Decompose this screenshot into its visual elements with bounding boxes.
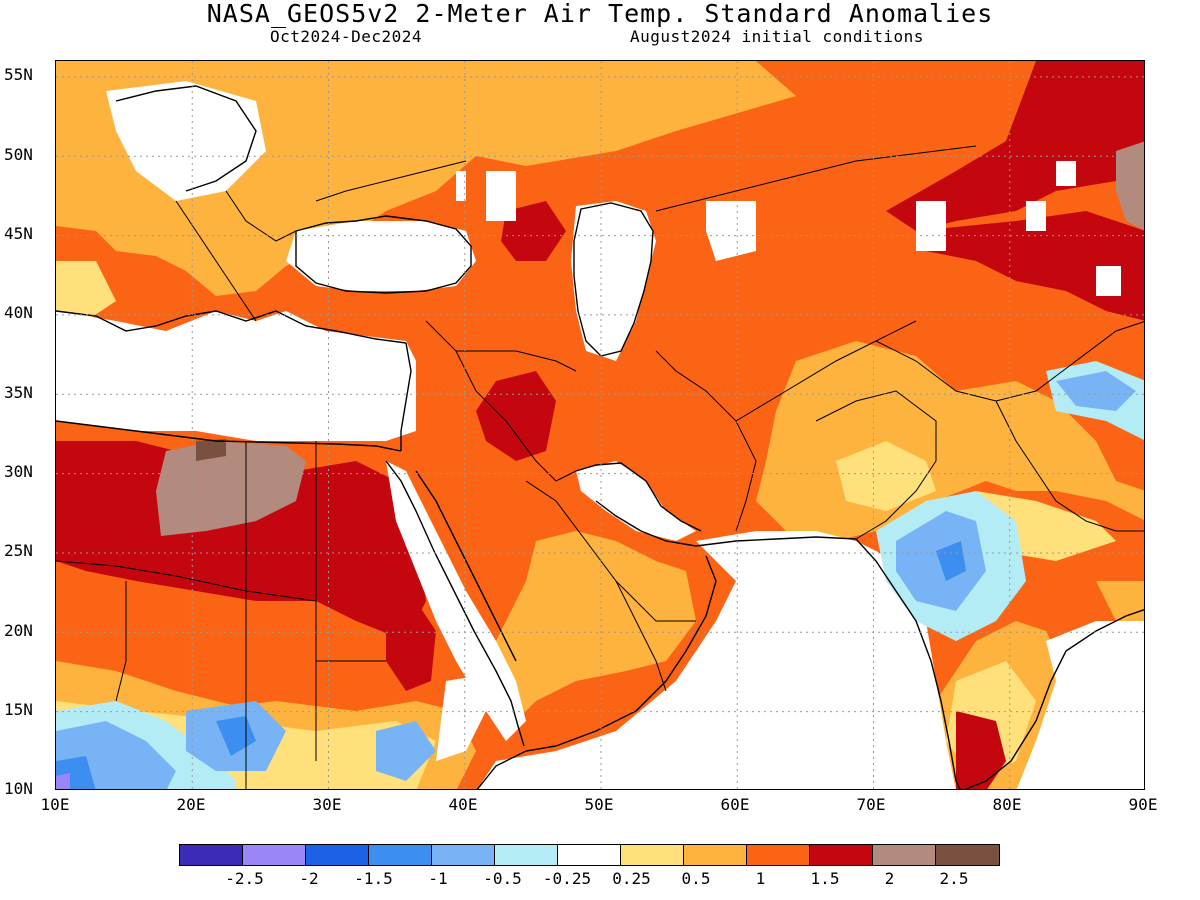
colorbar-swatch (936, 845, 999, 865)
lon-label-40e: 40E (448, 795, 478, 814)
lat-label-25n: 25N (4, 541, 33, 560)
lat-label-55n: 55N (4, 65, 33, 84)
anomaly-fill-tan (156, 141, 1144, 536)
colorbar-tick-label: 2.5 (939, 869, 969, 888)
colorbar-tick-label: -0.25 (542, 869, 592, 888)
anomaly-map-svg (56, 61, 1144, 789)
colorbar-swatch (180, 845, 243, 865)
lon-label-10e: 10E (40, 795, 70, 814)
anomaly-fill-white (56, 81, 1144, 789)
colorbar-swatch (495, 845, 558, 865)
lat-label-30n: 30N (4, 462, 33, 481)
lon-label-70e: 70E (856, 795, 886, 814)
forecast-period: Oct2024-Dec2024 (270, 27, 422, 46)
colorbar-tick-label: 1 (755, 869, 766, 888)
lon-label-90e: 90E (1128, 795, 1158, 814)
colorbar-swatch (432, 845, 495, 865)
colorbar-tick-label: 0.5 (681, 869, 711, 888)
colorbar (179, 844, 1000, 866)
colorbar-swatch (369, 845, 432, 865)
lon-label-30e: 30E (312, 795, 342, 814)
anomaly-fill-red (56, 61, 1144, 789)
colorbar-tick-label: -1 (428, 869, 448, 888)
anomaly-map (55, 60, 1145, 790)
colorbar-swatch (558, 845, 621, 865)
lat-label-20n: 20N (4, 621, 33, 640)
colorbar-tick-label: 0.25 (612, 869, 651, 888)
lat-label-40n: 40N (4, 303, 33, 322)
colorbar-swatch (747, 845, 810, 865)
initial-conditions: August2024 initial conditions (630, 27, 924, 46)
colorbar-tick-label: -1.5 (354, 869, 393, 888)
colorbar-swatch (684, 845, 747, 865)
map-gridlines (56, 61, 1144, 789)
lon-label-20e: 20E (176, 795, 206, 814)
lon-label-80e: 80E (992, 795, 1022, 814)
colorbar-swatch (243, 845, 306, 865)
lon-label-50e: 50E (584, 795, 614, 814)
colorbar-tick-label: -0.5 (483, 869, 522, 888)
lat-label-45n: 45N (4, 224, 33, 243)
colorbar-swatch (306, 845, 369, 865)
colorbar-tick-label: 1.5 (810, 869, 840, 888)
lat-label-10n: 10N (4, 779, 33, 798)
lat-label-15n: 15N (4, 700, 33, 719)
lon-label-60e: 60E (720, 795, 750, 814)
anomaly-fill-cool (56, 361, 1144, 789)
lat-label-35n: 35N (4, 383, 33, 402)
colorbar-swatch (621, 845, 684, 865)
lat-label-50n: 50N (4, 145, 33, 164)
colorbar-swatch (810, 845, 873, 865)
colorbar-tick-label: -2 (299, 869, 319, 888)
colorbar-swatch (873, 845, 936, 865)
colorbar-tick-label: 2 (884, 869, 895, 888)
colorbar-tick-label: -2.5 (225, 869, 264, 888)
map-title: NASA_GEOS5v2 2-Meter Air Temp. Standard … (206, 0, 994, 28)
coastlines (56, 85, 1144, 789)
